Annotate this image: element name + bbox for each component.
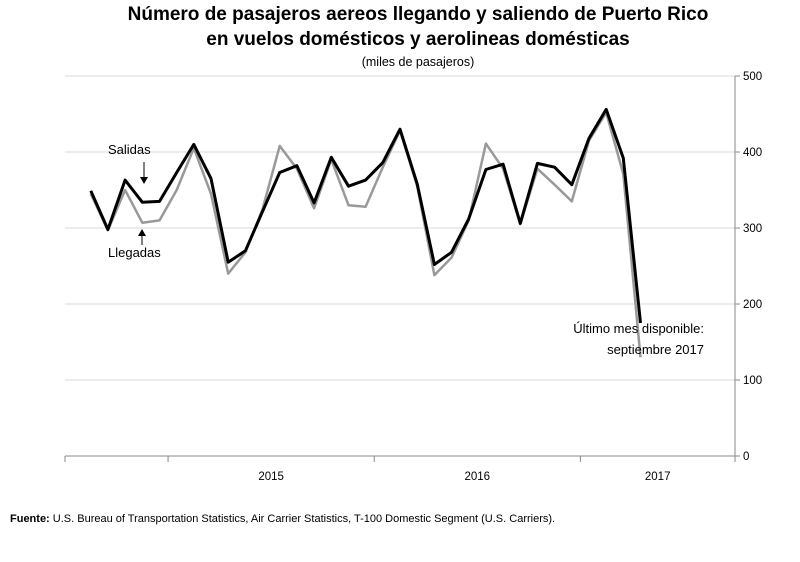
annotation-llegadas: Llegadas (108, 245, 161, 260)
series-lines (89, 107, 642, 358)
gridlines (65, 75, 735, 381)
y-tick-label: 0 (743, 451, 749, 463)
chart-subtitle: (miles de pasajeros) (362, 55, 475, 69)
source-label: Fuente: (10, 513, 50, 525)
salidas-arrow-head (140, 177, 148, 184)
x-tick-label: 2015 (258, 471, 284, 483)
series-line-salidas (89, 107, 642, 324)
annotation-last-month-line-1: Último mes disponible: (573, 321, 704, 336)
llegadas-arrow-head (138, 229, 146, 236)
annotation-salidas: Salidas (108, 142, 151, 157)
series-line-llegadas (89, 111, 642, 358)
annotations: Salidas Llegadas Último mes disponible: … (108, 142, 704, 357)
axes: 0 100 200 300 400 500 2015 2016 2017 (64, 71, 762, 483)
y-tick-label: 300 (743, 223, 762, 235)
source-note: Fuente: U.S. Bureau of Transportation St… (10, 513, 555, 525)
y-tick-label: 500 (743, 71, 762, 83)
source-text: U.S. Bureau of Transportation Statistics… (49, 513, 556, 525)
y-tick-label: 400 (743, 147, 762, 159)
annotation-last-month-line-2: septiembre 2017 (607, 342, 704, 357)
y-tick-label: 200 (743, 299, 762, 311)
x-tick-label: 2016 (465, 471, 491, 483)
chart-title-line-1: Número de pasajeros aereos llegando y sa… (128, 4, 709, 25)
chart-title-line-2: en vuelos domésticos y aerolineas domést… (206, 29, 629, 50)
x-tick-label: 2017 (645, 471, 671, 483)
line-chart: Número de pasajeros aereos llegando y sa… (64, 4, 762, 483)
y-tick-label: 100 (743, 375, 762, 387)
